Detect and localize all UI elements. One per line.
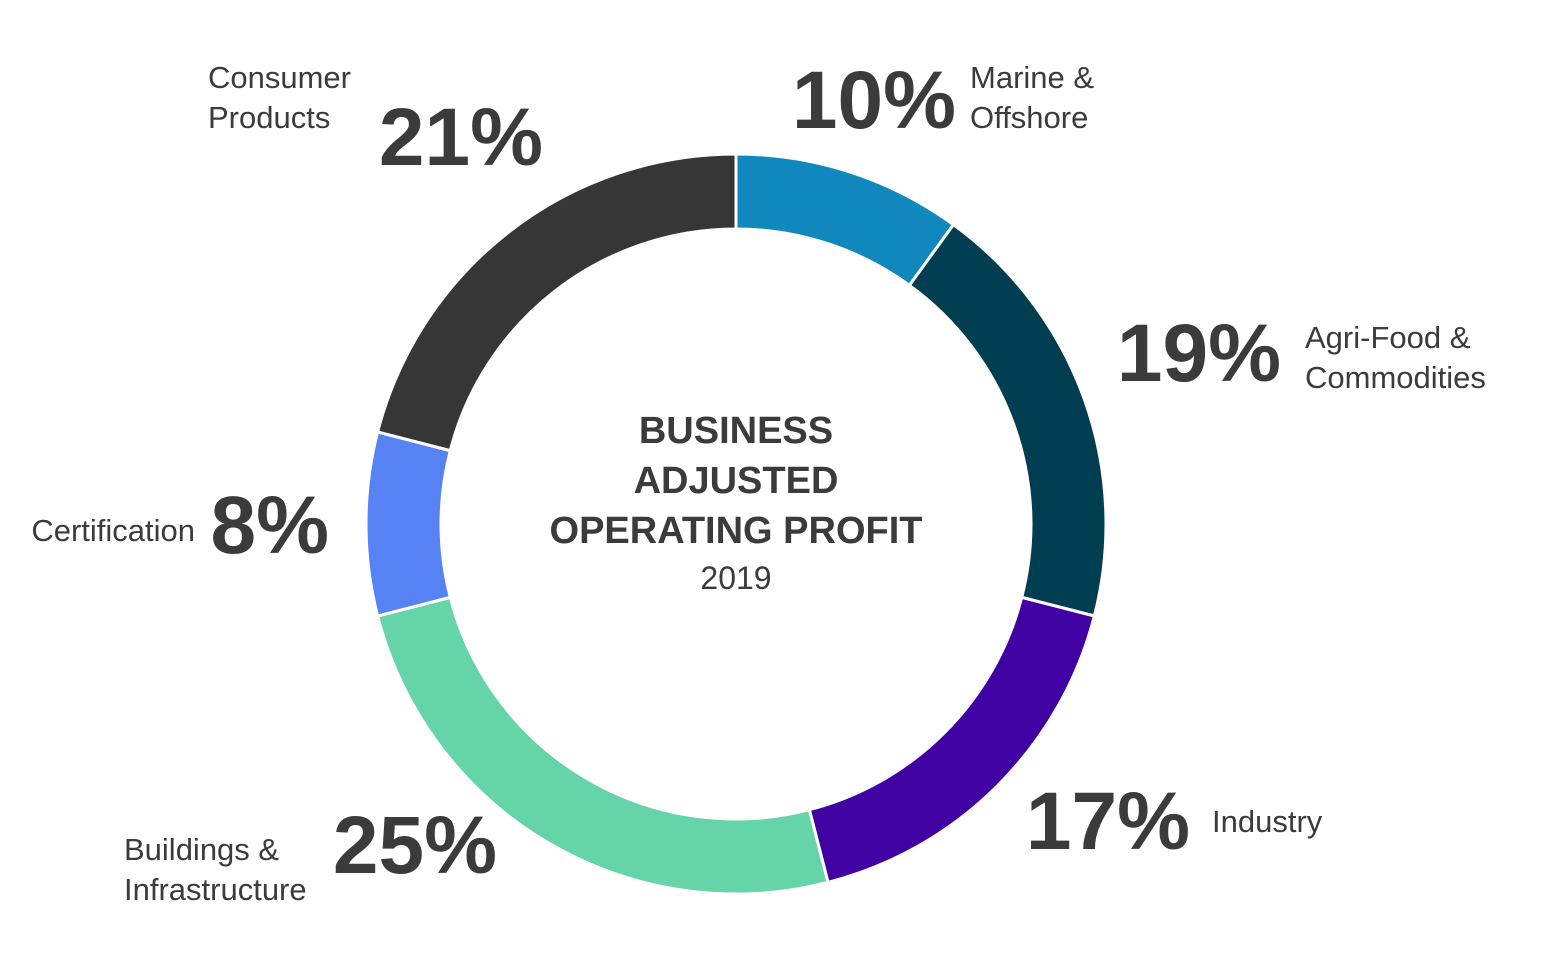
slice-category-label: Commodities	[1305, 360, 1486, 395]
slice-marine-offshore	[734, 152, 956, 288]
slice-category-label: Industry	[1212, 804, 1323, 839]
slice-category-label: Offshore	[970, 100, 1088, 135]
slice-value-label: 17%	[1026, 776, 1190, 867]
slice-labels: 10% Marine & Offshore 19% Agri-Food & Commodi…	[31, 55, 1486, 907]
center-label: BUSINESS ADJUSTED OPERATING PROFIT 2019	[550, 410, 923, 596]
slice-value-label: 8%	[210, 480, 329, 571]
slice-consumer-products	[375, 152, 738, 453]
slice-category-label: Consumer	[208, 60, 351, 95]
slice-category-label: Infrastructure	[124, 872, 307, 907]
slice-value-label: 21%	[379, 92, 543, 183]
center-title-line-3: OPERATING PROFIT	[550, 510, 923, 552]
center-title-line-1: BUSINESS	[639, 410, 833, 452]
slice-category-label: Certification	[31, 513, 195, 548]
donut-slices	[364, 152, 1108, 896]
slice-value-label: 25%	[333, 800, 497, 891]
slice-value-label: 19%	[1117, 308, 1281, 399]
slice-value-label: 10%	[792, 55, 956, 146]
slice-certification	[364, 430, 453, 618]
center-subtitle-year: 2019	[700, 560, 771, 596]
slice-category-label: Agri-Food &	[1305, 320, 1471, 355]
slice-agri-food-commodities	[907, 222, 1108, 618]
slice-category-label: Buildings &	[124, 832, 279, 867]
center-title-line-2: ADJUSTED	[634, 460, 839, 502]
slice-category-label: Products	[208, 100, 330, 135]
slice-category-label: Marine &	[970, 60, 1094, 95]
